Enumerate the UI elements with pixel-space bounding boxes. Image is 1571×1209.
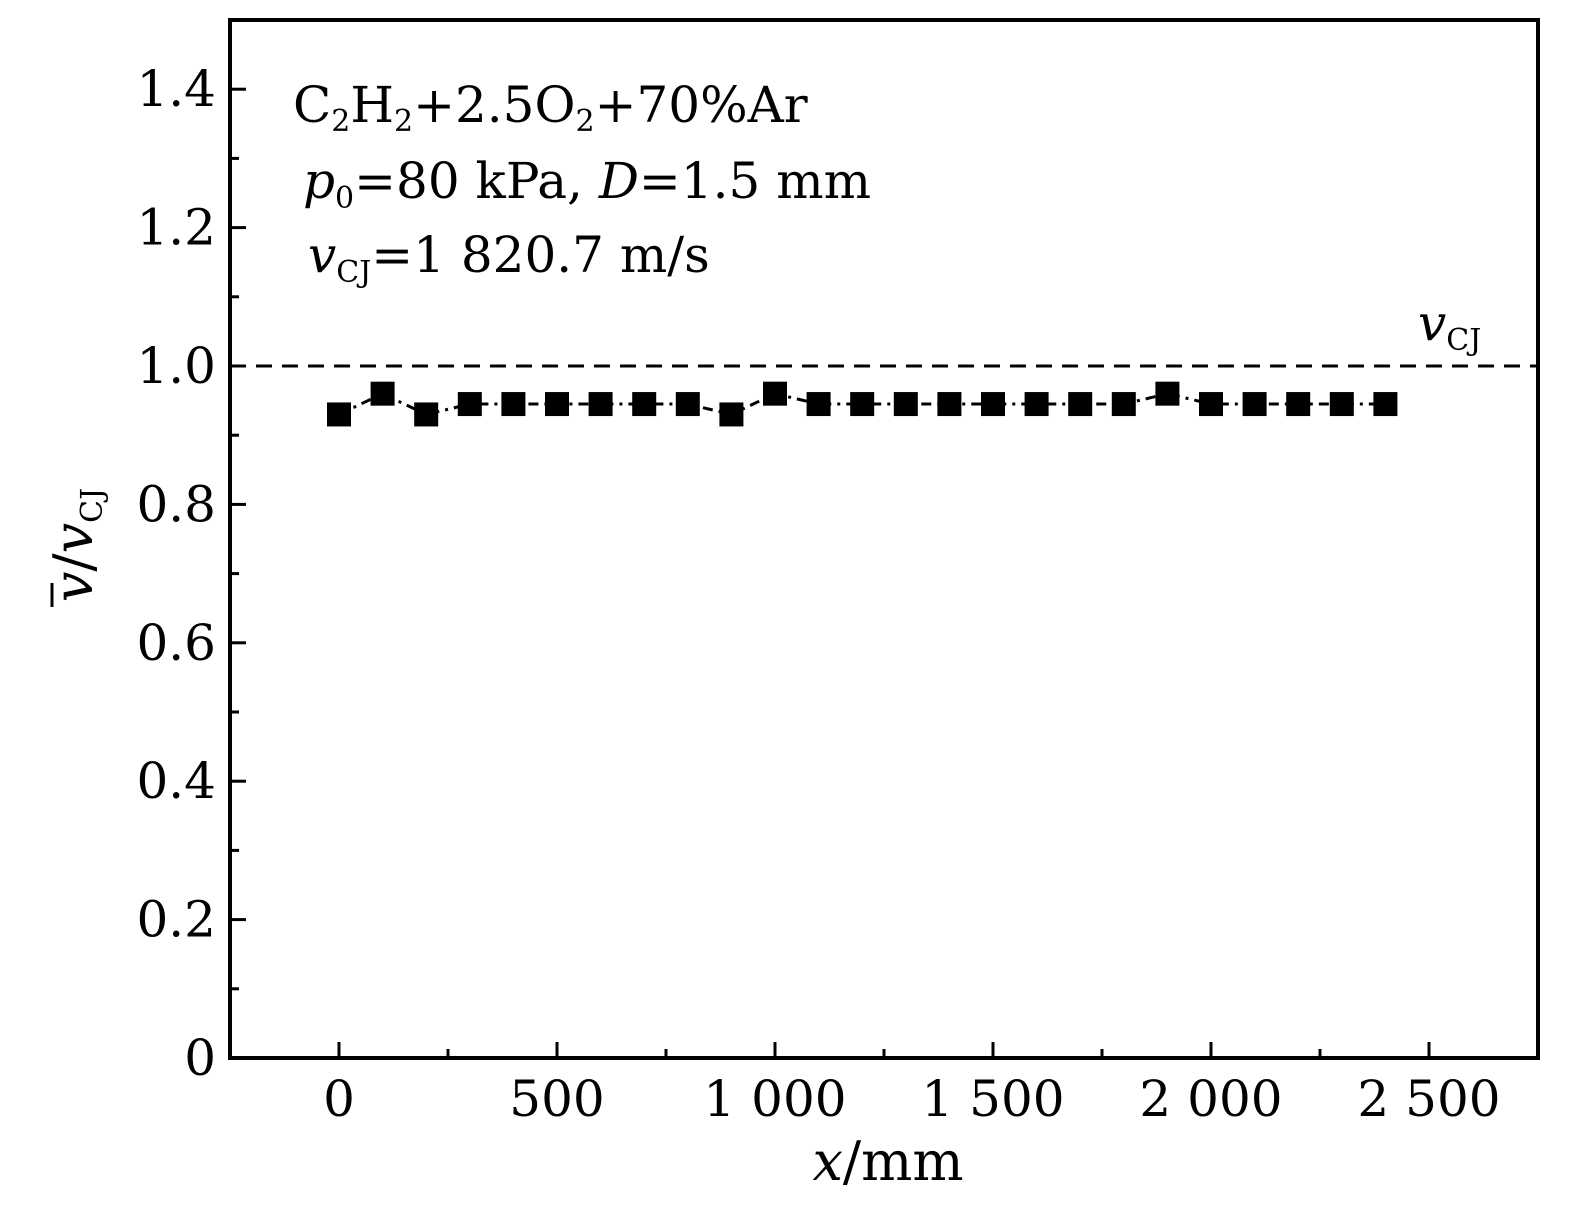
y-tick-label: 1.2 — [136, 199, 216, 257]
data-series — [327, 381, 1398, 427]
data-point — [414, 402, 439, 427]
data-point — [675, 392, 700, 417]
y-axis-title-group: v/vCJ — [42, 488, 110, 607]
data-point — [1199, 392, 1223, 417]
y-tick-label: 1.0 — [136, 337, 216, 395]
data-point — [545, 392, 569, 417]
y-tick-label: 0.8 — [136, 475, 216, 533]
data-point — [763, 381, 787, 406]
mixture-sub-1: 2 — [331, 104, 350, 139]
x-axis-unit: /mm — [843, 1130, 964, 1193]
speed-var-v: v — [308, 226, 336, 284]
data-point — [1242, 392, 1267, 417]
x-tick-label: 500 — [509, 1070, 604, 1128]
ref-label-var: v — [1418, 294, 1446, 352]
data-point — [588, 392, 613, 417]
data-point — [501, 392, 526, 417]
data-point — [937, 392, 962, 417]
x-tick-label: 1 500 — [921, 1070, 1064, 1128]
data-point — [1068, 392, 1093, 417]
data-point — [457, 392, 482, 417]
x-tick-label: 2 500 — [1357, 1070, 1500, 1128]
y-axis-sub: CJ — [75, 488, 110, 523]
conditions-text-2: =1.5 mm — [639, 152, 871, 210]
x-tick-label: 0 — [323, 1070, 355, 1128]
data-point — [1286, 392, 1311, 417]
data-point — [850, 392, 875, 417]
y-tick-label: 1.4 — [136, 60, 216, 118]
data-point — [1155, 381, 1180, 406]
y-tick-label: 0.2 — [136, 891, 216, 949]
annotation-mixture: C2H2+2.5O2+70%Ar — [293, 76, 808, 139]
mixture-part-4: +70%Ar — [595, 76, 808, 134]
x-axis-title: x/mm — [812, 1130, 963, 1193]
mixture-part-1: C — [293, 76, 331, 134]
data-point — [806, 392, 831, 417]
y-tick-label: 0.6 — [136, 614, 216, 672]
x-axis-var: x — [812, 1130, 842, 1193]
data-point — [1373, 392, 1398, 417]
reference-line-label: vCJ — [1418, 294, 1481, 358]
mixture-part-2: H — [350, 76, 394, 134]
data-point — [1024, 392, 1049, 417]
y-axis-sep: / — [42, 553, 105, 572]
data-point — [370, 381, 395, 406]
axes: 0 500 1 000 1 500 2 000 2 500 0 0.2 0.4 0.6 0.8 1.0… — [136, 60, 1500, 1128]
annotation-conditions: p0=80 kPa, D=1.5 mm — [303, 152, 871, 216]
data-point — [632, 392, 657, 417]
speed-sub-cj: CJ — [336, 255, 371, 290]
data-point — [327, 402, 351, 427]
conditions-text-1: =80 kPa, — [354, 152, 599, 210]
ref-label-sub: CJ — [1446, 323, 1481, 358]
conditions-var-p: p — [303, 152, 335, 210]
y-axis-var2: v — [42, 523, 105, 554]
speed-text: =1 820.7 m/s — [371, 226, 710, 284]
conditions-var-d: D — [598, 152, 639, 210]
y-tick-label: 0.4 — [136, 752, 216, 810]
y-tick-label: 0 — [184, 1029, 216, 1087]
x-tick-label: 1 000 — [703, 1070, 846, 1128]
conditions-sub-0: 0 — [335, 181, 354, 216]
annotation-cj-speed: vCJ=1 820.7 m/s — [308, 226, 710, 290]
x-tick-label: 2 000 — [1139, 1070, 1282, 1128]
data-point — [1329, 392, 1354, 417]
mixture-part-3: +2.5O — [413, 76, 575, 134]
data-point — [981, 392, 1005, 417]
mixture-sub-3: 2 — [575, 104, 594, 139]
data-point — [719, 402, 744, 427]
data-point — [893, 392, 918, 417]
data-point — [1111, 392, 1136, 417]
mixture-sub-2: 2 — [394, 104, 413, 139]
